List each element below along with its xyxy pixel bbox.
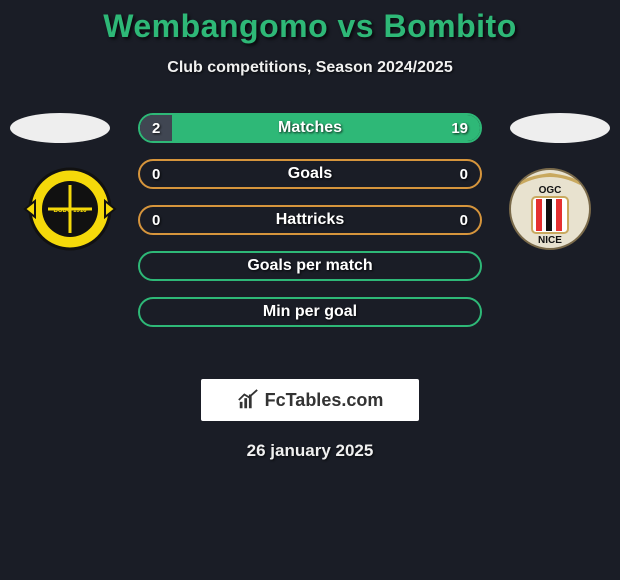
stat-bar: 00Goals bbox=[138, 159, 482, 189]
stat-bar: Goals per match bbox=[138, 251, 482, 281]
stat-bar: Min per goal bbox=[138, 297, 482, 327]
svg-text:OGC: OGC bbox=[539, 185, 562, 196]
stat-label: Goals bbox=[140, 161, 480, 187]
player-right-ellipse bbox=[510, 113, 610, 143]
club-badge-left: BODO 1916 bbox=[20, 167, 120, 251]
club-badge-right: OGC NICE bbox=[500, 167, 600, 251]
page-subtitle: Club competitions, Season 2024/2025 bbox=[0, 59, 620, 77]
player-left-ellipse bbox=[10, 113, 110, 143]
stat-label: Goals per match bbox=[140, 253, 480, 279]
stat-bars: 219Matches 00Goals 00Hattricks Goals per ma… bbox=[138, 113, 482, 343]
comparison-stage: BODO 1916 OGC NICE 219Matches 00Goals 00Ha… bbox=[0, 113, 620, 373]
footer-brand: FcTables.com bbox=[201, 379, 419, 421]
page-title: Wembangomo vs Bombito bbox=[0, 8, 620, 45]
svg-text:NICE: NICE bbox=[538, 235, 562, 246]
footer-brand-text: FcTables.com bbox=[265, 390, 384, 411]
footer-date: 26 january 2025 bbox=[0, 441, 620, 461]
stat-bar: 219Matches bbox=[138, 113, 482, 143]
chart-icon bbox=[237, 389, 259, 411]
stat-label: Matches bbox=[140, 115, 480, 141]
stat-label: Min per goal bbox=[140, 299, 480, 325]
svg-text:BODO 1916: BODO 1916 bbox=[53, 208, 87, 214]
stat-bar: 00Hattricks bbox=[138, 205, 482, 235]
stat-label: Hattricks bbox=[140, 207, 480, 233]
